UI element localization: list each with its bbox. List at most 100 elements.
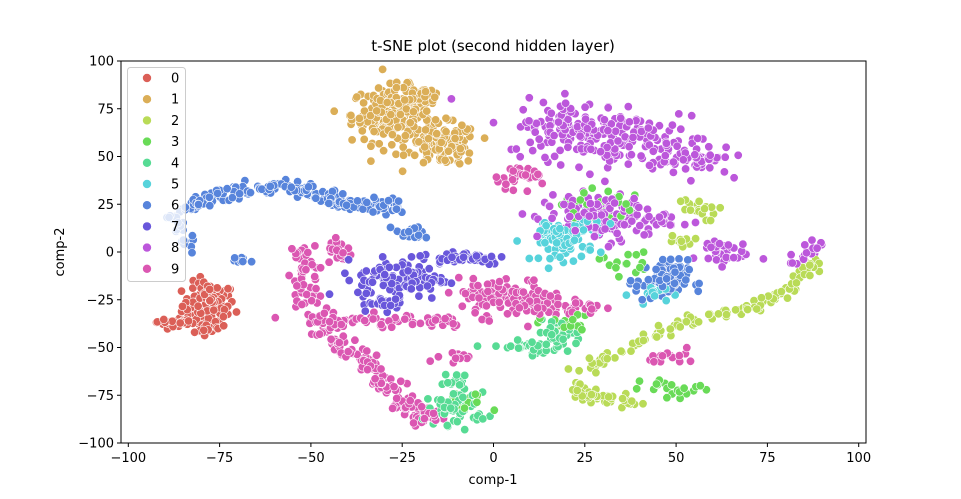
data-point-class-9 xyxy=(494,277,504,287)
data-point-class-4 xyxy=(514,343,524,353)
data-point-class-9 xyxy=(468,274,478,284)
data-point-class-2 xyxy=(752,304,762,314)
data-point-class-1 xyxy=(387,140,397,150)
data-point-class-8 xyxy=(582,124,592,134)
data-point-class-4 xyxy=(452,370,462,380)
data-point-class-4 xyxy=(541,339,551,349)
data-point-class-1 xyxy=(422,106,432,116)
data-point-class-9 xyxy=(451,353,461,363)
data-point-class-2 xyxy=(584,353,594,363)
data-point-class-9 xyxy=(518,287,528,297)
data-point-class-0 xyxy=(175,318,185,328)
data-point-class-9 xyxy=(545,291,555,301)
data-point-class-9 xyxy=(685,356,695,366)
data-point-class-8 xyxy=(812,243,822,253)
y-tick-label: 100 xyxy=(89,55,114,70)
data-point-class-9 xyxy=(315,329,325,339)
data-point-class-8 xyxy=(626,150,636,160)
data-point-class-8 xyxy=(524,93,534,103)
data-point-class-9 xyxy=(571,298,581,308)
data-point-class-9 xyxy=(448,319,458,329)
data-point-class-9 xyxy=(302,289,312,299)
data-point-class-8 xyxy=(644,212,654,222)
data-point-class-8 xyxy=(642,204,652,214)
data-point-class-6 xyxy=(385,222,395,232)
data-point-class-8 xyxy=(553,117,563,127)
data-point-class-2 xyxy=(667,231,677,241)
data-point-class-6 xyxy=(681,275,691,285)
data-point-class-2 xyxy=(675,322,685,332)
data-point-class-7 xyxy=(380,270,390,280)
data-point-class-2 xyxy=(721,310,731,320)
data-point-class-9 xyxy=(376,364,386,374)
data-point-class-8 xyxy=(581,114,591,124)
data-point-class-0 xyxy=(205,284,215,294)
data-point-class-8 xyxy=(525,137,535,147)
data-point-class-7 xyxy=(406,284,416,294)
data-point-class-8 xyxy=(661,138,671,148)
data-point-class-1 xyxy=(464,148,474,158)
data-point-class-8 xyxy=(660,151,670,161)
data-point-class-7 xyxy=(344,255,354,265)
data-point-class-8 xyxy=(528,146,538,156)
data-point-class-2 xyxy=(694,196,704,206)
data-point-class-6 xyxy=(187,231,197,241)
data-point-class-8 xyxy=(628,132,638,142)
data-point-class-1 xyxy=(354,113,364,123)
data-point-class-1 xyxy=(398,166,408,176)
data-point-class-8 xyxy=(515,152,525,162)
data-point-class-8 xyxy=(723,240,733,250)
data-point-class-1 xyxy=(457,120,467,130)
data-point-class-7 xyxy=(406,252,416,262)
data-point-class-1 xyxy=(418,158,428,168)
data-point-class-7 xyxy=(384,262,394,272)
legend-label-7: 7 xyxy=(171,220,179,235)
data-point-class-3 xyxy=(623,250,633,260)
data-point-class-1 xyxy=(408,107,418,117)
data-point-class-2 xyxy=(653,321,663,331)
x-tick-label: −100 xyxy=(110,451,146,466)
data-point-class-6 xyxy=(651,264,661,274)
data-point-class-6 xyxy=(404,227,414,237)
data-point-class-8 xyxy=(711,255,721,265)
data-point-class-6 xyxy=(674,254,684,264)
data-point-class-8 xyxy=(586,144,596,154)
data-point-class-2 xyxy=(706,216,716,226)
legend-marker-5 xyxy=(142,179,152,189)
data-point-class-8 xyxy=(681,164,691,174)
data-point-class-1 xyxy=(395,110,405,120)
data-point-class-8 xyxy=(687,111,697,121)
data-point-class-8 xyxy=(556,160,566,170)
legend-label-6: 6 xyxy=(171,199,179,214)
data-point-class-9 xyxy=(682,343,692,353)
data-point-class-3 xyxy=(631,250,641,260)
data-point-class-4 xyxy=(527,337,537,347)
data-point-class-5 xyxy=(512,236,522,246)
data-point-class-4 xyxy=(571,338,581,348)
data-point-class-4 xyxy=(423,394,433,404)
data-point-class-3 xyxy=(695,381,705,391)
data-point-class-8 xyxy=(517,209,527,219)
data-point-class-3 xyxy=(611,263,621,273)
data-point-class-2 xyxy=(694,317,704,327)
data-point-class-2 xyxy=(627,396,637,406)
data-point-class-9 xyxy=(270,313,280,323)
data-point-class-9 xyxy=(522,186,532,196)
data-point-class-9 xyxy=(481,301,491,311)
data-point-class-8 xyxy=(624,117,634,127)
data-point-class-3 xyxy=(634,376,644,386)
data-point-class-5 xyxy=(555,252,565,262)
data-point-class-9 xyxy=(483,286,493,296)
data-point-class-3 xyxy=(587,183,597,193)
data-point-class-1 xyxy=(359,134,369,144)
data-point-class-8 xyxy=(624,142,634,152)
data-point-class-8 xyxy=(545,201,555,211)
data-point-class-8 xyxy=(548,190,558,200)
data-point-class-2 xyxy=(618,394,628,404)
data-point-class-9 xyxy=(419,414,429,424)
data-point-class-8 xyxy=(639,230,649,240)
data-point-class-8 xyxy=(613,136,623,146)
data-point-class-7 xyxy=(340,268,350,278)
y-tick-label: 0 xyxy=(106,246,114,261)
legend-box xyxy=(127,67,186,282)
